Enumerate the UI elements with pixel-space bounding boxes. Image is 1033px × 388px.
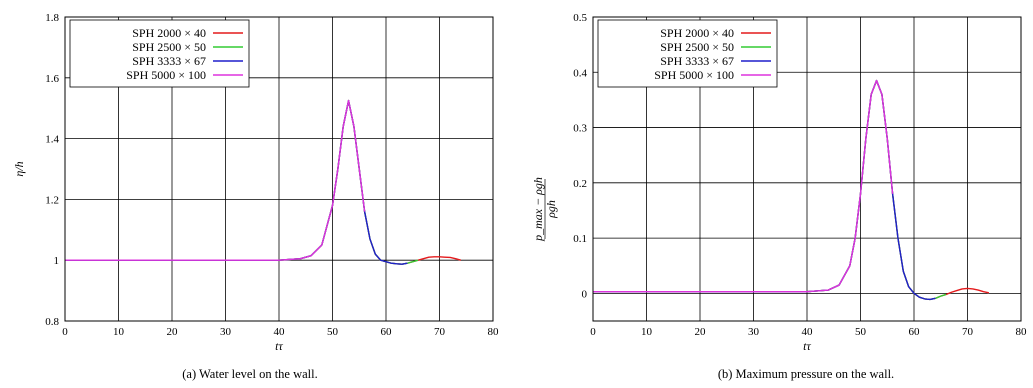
y-tick-label: 1: [54, 255, 60, 267]
x-tick-label: 50: [327, 326, 339, 338]
y-tick-label: 0: [582, 288, 588, 300]
x-tick-label: 30: [220, 326, 232, 338]
series-line-4: [65, 99, 366, 261]
x-tick-label: 80: [488, 326, 500, 338]
series-line-3: [65, 99, 408, 265]
legend-box: [69, 19, 250, 88]
legend-label: SPH 3333 × 67: [660, 54, 734, 68]
x-tick-label: 50: [855, 326, 867, 338]
x-tick-label: 80: [1016, 326, 1028, 338]
y-tick-label: 0.5: [573, 12, 587, 24]
x-tick-label: 20: [167, 326, 179, 338]
series-line-4: [593, 79, 894, 293]
x-tick-label: 70: [962, 326, 974, 338]
y-tick-label: 0.8: [45, 316, 59, 328]
y-tick-label: 1.8: [45, 12, 59, 24]
y-tick-label: 1.6: [45, 73, 59, 85]
series-line-1: [65, 99, 462, 265]
x-tick-label: 60: [381, 326, 393, 338]
x-tick-label: 0: [590, 326, 596, 338]
x-tick-label: 10: [641, 326, 653, 338]
panel-caption: (a) Water level on the wall.: [182, 367, 318, 381]
series-line-2: [593, 79, 947, 301]
legend-label: SPH 3333 × 67: [132, 54, 206, 68]
legend-label: SPH 2500 × 50: [660, 40, 734, 54]
plot-frame: [592, 16, 1022, 322]
y-axis-label: η/h: [12, 161, 26, 176]
panel-caption: (b) Maximum pressure on the wall.: [718, 367, 894, 381]
chart-panel-b: 0 10 20 30 40 50 60 70 80 0 0.1 0.2 0.3 0.4 0.5 tτ p_max…: [531, 12, 1027, 381]
y-tick-label: 0.2: [573, 178, 587, 190]
y-axis-label: p_max − ρgh ρgh: [531, 177, 558, 242]
legend-label: SPH 2500 × 50: [132, 40, 206, 54]
y-tick-label: 0.1: [573, 233, 587, 245]
series-line-1: [593, 79, 990, 301]
x-tick-label: 0: [62, 326, 68, 338]
x-axis-label: tτ: [275, 339, 283, 353]
plot-frame: [64, 16, 494, 322]
y-tick-label: 1.4: [45, 134, 59, 146]
y-tick-label: 1.2: [45, 194, 59, 206]
x-tick-label: 70: [434, 326, 446, 338]
chart-panel-a: 0 10 20 30 40 50 60 70 80 0.8 1 1.2 1.4 1.6 1.8 tτ η/h SP…: [12, 12, 499, 381]
x-tick-label: 30: [748, 326, 760, 338]
legend-label: SPH 5000 × 100: [126, 68, 206, 82]
x-tick-label: 40: [274, 326, 286, 338]
x-tick-label: 10: [113, 326, 125, 338]
x-tick-label: 60: [909, 326, 921, 338]
legend-label: SPH 2000 × 40: [660, 26, 734, 40]
x-axis-label: tτ: [803, 339, 811, 353]
y-tick-label: 0.3: [573, 123, 587, 135]
x-tick-label: 40: [802, 326, 814, 338]
x-tick-label: 20: [695, 326, 707, 338]
legend-box: [597, 19, 778, 88]
legend-label: SPH 2000 × 40: [132, 26, 206, 40]
legend-label: SPH 5000 × 100: [654, 68, 734, 82]
y-label-denominator: ρgh: [544, 200, 558, 219]
series-line-2: [65, 99, 419, 265]
y-label-numerator: p_max − ρgh: [531, 177, 545, 242]
y-tick-label: 0.4: [573, 67, 587, 79]
